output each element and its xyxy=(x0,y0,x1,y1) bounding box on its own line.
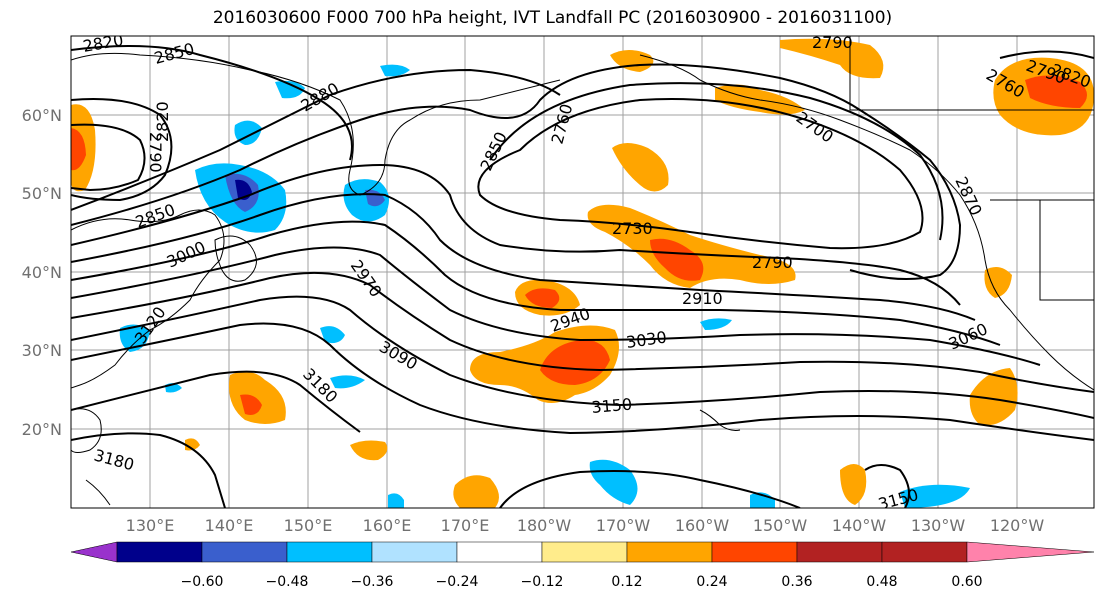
lon-label: 130°W xyxy=(911,516,966,535)
lat-label: 30°N xyxy=(22,341,62,360)
colorbar-bin xyxy=(796,541,883,563)
colorbar-tick: 0.36 xyxy=(781,574,812,590)
colorbar-tick: 0.48 xyxy=(866,574,897,590)
map-frame xyxy=(70,35,1095,509)
longitude-labels: 130°E 140°E 150°E 160°E 170°E 180°W 170°… xyxy=(126,516,1045,535)
lon-label: 170°E xyxy=(441,516,490,535)
colorbar-bin xyxy=(711,541,798,563)
ivt-positive-shading xyxy=(71,38,1094,508)
colorbar-extend-left xyxy=(70,541,118,563)
lon-label: 150°E xyxy=(284,516,333,535)
coastlines xyxy=(71,36,1094,506)
colorbar-bin xyxy=(201,541,288,563)
colorbar-tick: −0.12 xyxy=(521,574,564,590)
colorbar-bin xyxy=(456,541,543,563)
contour-label: 2790 xyxy=(812,33,853,52)
contour-label: 2910 xyxy=(682,289,723,308)
lon-label: 180°W xyxy=(517,516,572,535)
colorbar-bin xyxy=(541,541,628,563)
height-contours xyxy=(71,45,1094,508)
lat-label: 20°N xyxy=(22,420,62,439)
lon-label: 160°W xyxy=(675,516,730,535)
colorbar-bin xyxy=(626,541,713,563)
colorbar-tick: 0.24 xyxy=(696,574,727,590)
colorbar-bin xyxy=(371,541,458,563)
lon-label: 170°W xyxy=(596,516,651,535)
lon-label: 140°E xyxy=(205,516,254,535)
contour-label: 2820 xyxy=(153,101,172,142)
colorbar-bin xyxy=(116,541,203,563)
colorbar: −0.60 −0.48 −0.36 −0.24 −0.12 0.12 0.24 … xyxy=(70,541,1095,590)
colorbar-bin xyxy=(286,541,373,563)
lat-label: 40°N xyxy=(22,263,62,282)
colorbar-tick: 0.12 xyxy=(611,574,642,590)
lat-label: 60°N xyxy=(22,106,62,125)
colorbar-tick: −0.48 xyxy=(266,574,309,590)
lon-label: 130°E xyxy=(126,516,175,535)
colorbar-tick: 0.60 xyxy=(951,574,982,590)
colorbar-extend-right xyxy=(881,541,968,563)
latitude-labels: 60°N 50°N 40°N 30°N 20°N xyxy=(22,106,62,439)
lon-label: 160°E xyxy=(363,516,412,535)
contour-label: 2730 xyxy=(612,219,653,238)
colorbar-tick: −0.24 xyxy=(436,574,479,590)
colorbar-extend-right-tip xyxy=(966,541,1095,563)
lon-label: 120°W xyxy=(990,516,1045,535)
colorbar-tick: −0.36 xyxy=(351,574,394,590)
colorbar-tick: −0.60 xyxy=(181,574,224,590)
lon-label: 150°W xyxy=(753,516,808,535)
contour-label: 2790 xyxy=(146,132,165,173)
map-title: 2016030600 F000 700 hPa height, IVT Land… xyxy=(212,8,893,28)
lon-label: 140°W xyxy=(832,516,887,535)
contour-label: 2790 xyxy=(752,253,793,272)
lat-label: 50°N xyxy=(22,184,62,203)
contour-label: 3150 xyxy=(591,395,633,417)
